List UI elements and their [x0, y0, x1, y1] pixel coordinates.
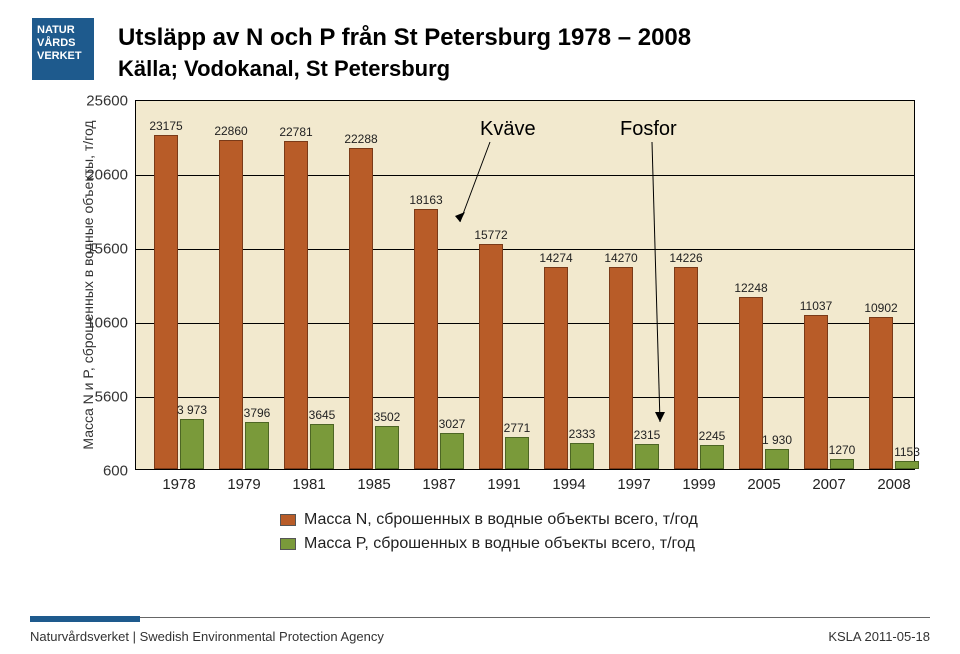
bar-p	[310, 424, 334, 469]
value-label-n: 22860	[214, 124, 247, 138]
value-label-n: 22288	[344, 132, 377, 146]
footer-right-text: KSLA 2011-05-18	[828, 629, 930, 644]
logo-line3: VERKET	[37, 50, 89, 63]
bar-p	[700, 445, 724, 469]
bar-n	[544, 267, 568, 469]
x-tick-label: 1981	[292, 476, 325, 493]
annotation-fosfor: Fosfor	[620, 118, 677, 141]
bar-p	[830, 459, 854, 469]
legend-label-n: Масса N, сброшенных в водные объекты все…	[304, 511, 698, 529]
slide-subtitle: Källa; Vodokanal, St Petersburg	[118, 56, 450, 82]
arrow-kvave-icon	[455, 142, 495, 232]
value-label-p: 1 930	[762, 433, 792, 447]
bar-p	[180, 419, 204, 469]
slide-title: Utsläpp av N och P från St Petersburg 19…	[118, 24, 691, 52]
gridline	[136, 175, 914, 176]
value-label-n: 22781	[279, 125, 312, 139]
footer-left-text: Naturvårdsverket | Swedish Environmental…	[30, 629, 384, 644]
y-tick-label: 15600	[78, 241, 128, 258]
bar-p	[635, 444, 659, 469]
value-label-p: 3502	[374, 410, 401, 424]
bar-n	[739, 297, 763, 469]
value-label-n: 10902	[864, 301, 897, 315]
x-tick-label: 1987	[422, 476, 455, 493]
bar-p	[245, 422, 269, 469]
bar-n	[609, 267, 633, 469]
bar-n	[349, 148, 373, 469]
legend-row-n: Масса N, сброшенных в водные объекты все…	[280, 511, 698, 529]
bar-n	[674, 267, 698, 469]
x-tick-label: 2005	[747, 476, 780, 493]
bar-n	[804, 315, 828, 469]
value-label-p: 2333	[569, 427, 596, 441]
x-tick-label: 2008	[877, 476, 910, 493]
logo-badge: NATUR VÅRDS VERKET	[32, 18, 94, 80]
x-tick-label: 1994	[552, 476, 585, 493]
bar-p	[505, 437, 529, 469]
logo-line1: NATUR	[37, 24, 89, 37]
legend-swatch-n	[280, 514, 296, 526]
value-label-n: 11037	[800, 299, 832, 313]
arrow-fosfor-icon	[642, 142, 672, 432]
footer-accent-bar	[30, 616, 140, 622]
value-label-n: 14226	[669, 251, 702, 265]
bar-n	[479, 244, 503, 469]
chart-container: Масса N и P, сброшенных в водные объекты…	[60, 100, 930, 600]
value-label-p: 1270	[829, 443, 856, 457]
bar-n	[154, 135, 178, 469]
value-label-p: 2771	[504, 421, 531, 435]
x-tick-label: 1979	[227, 476, 260, 493]
x-tick-label: 1991	[487, 476, 520, 493]
bar-p	[570, 443, 594, 469]
legend-swatch-p	[280, 538, 296, 550]
bar-n	[414, 209, 438, 469]
footer-divider	[30, 617, 930, 618]
gridline	[136, 249, 914, 250]
x-tick-label: 1985	[357, 476, 390, 493]
value-label-n: 18163	[409, 193, 442, 207]
bar-p	[375, 426, 399, 469]
bar-p	[765, 449, 789, 469]
plot-area: Масса N и P, сброшенных в водные объекты…	[135, 100, 915, 470]
x-tick-label: 1999	[682, 476, 715, 493]
gridline	[136, 397, 914, 398]
legend: Масса N, сброшенных в водные объекты все…	[280, 505, 698, 559]
y-tick-label: 20600	[78, 167, 128, 184]
value-label-p: 2245	[699, 429, 726, 443]
bar-n	[284, 141, 308, 469]
y-tick-label: 600	[78, 463, 128, 480]
value-label-n: 14274	[539, 251, 572, 265]
value-label-p: 3796	[244, 406, 271, 420]
y-tick-label: 10600	[78, 315, 128, 332]
bar-n	[219, 140, 243, 469]
legend-label-p: Масса P, сброшенных в водные объекты все…	[304, 535, 695, 553]
value-label-p: 3645	[309, 408, 336, 422]
gridline	[136, 323, 914, 324]
value-label-p: 1153	[894, 445, 920, 459]
x-tick-label: 1978	[162, 476, 195, 493]
logo-line2: VÅRDS	[37, 37, 89, 50]
x-tick-label: 2007	[812, 476, 845, 493]
value-label-p: 3027	[439, 417, 466, 431]
bar-p	[895, 461, 919, 469]
value-label-p: 3 973	[177, 403, 207, 417]
y-tick-label: 5600	[78, 389, 128, 406]
x-tick-label: 1997	[617, 476, 650, 493]
y-tick-label: 25600	[78, 93, 128, 110]
value-label-n: 14270	[604, 251, 637, 265]
value-label-n: 23175	[149, 119, 182, 133]
bar-p	[440, 433, 464, 469]
value-label-n: 12248	[734, 281, 767, 295]
annotation-kvave: Kväve	[480, 118, 536, 141]
bar-n	[869, 317, 893, 469]
legend-row-p: Масса P, сброшенных в водные объекты все…	[280, 535, 698, 553]
